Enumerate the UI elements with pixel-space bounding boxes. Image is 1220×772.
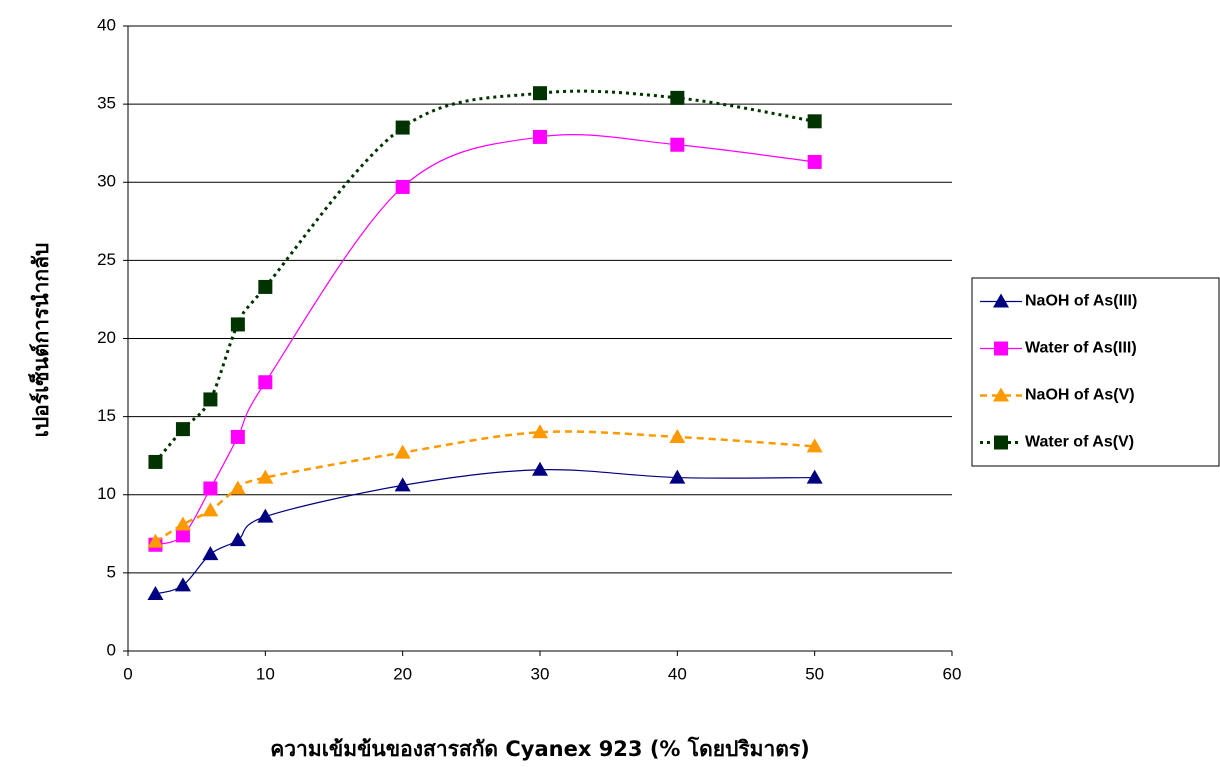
marker (176, 528, 190, 542)
marker (808, 114, 822, 128)
series-line (155, 432, 814, 542)
legend-label: NaOH of As(III) (1025, 293, 1137, 310)
marker (669, 429, 685, 443)
x-tick-label: 50 (805, 664, 824, 683)
series-line (155, 135, 814, 545)
marker (230, 532, 246, 546)
x-tick-label: 60 (943, 664, 962, 683)
marker (808, 155, 822, 169)
marker (203, 482, 217, 496)
marker (148, 455, 162, 469)
marker (202, 546, 218, 560)
marker (807, 470, 823, 484)
marker (231, 430, 245, 444)
y-tick-label: 5 (107, 562, 116, 581)
marker (395, 445, 411, 459)
x-tick-label: 0 (123, 664, 132, 683)
marker (533, 86, 547, 100)
marker (203, 392, 217, 406)
legend-marker (994, 436, 1008, 450)
x-axis-title: ความเข้มข้นของสารสกัด Cyanex 923 (% โดยป… (270, 736, 810, 761)
x-tick-label: 20 (393, 664, 412, 683)
y-tick-label: 35 (97, 94, 116, 113)
legend-label: Water of As(III) (1025, 340, 1137, 357)
x-tick-label: 40 (668, 664, 687, 683)
marker (396, 121, 410, 135)
marker (231, 317, 245, 331)
marker (669, 470, 685, 484)
marker (230, 481, 246, 495)
marker (396, 180, 410, 194)
chart: ความเข้มข้นของสารสกัด Cyanex 923 (% โดยป… (0, 0, 1220, 772)
legend-label: NaOH of As(V) (1025, 387, 1135, 404)
legend-marker (994, 342, 1008, 356)
y-tick-label: 25 (97, 250, 116, 269)
marker (202, 502, 218, 516)
y-tick-label: 0 (107, 640, 116, 659)
y-tick-label: 10 (97, 484, 116, 503)
y-tick-label: 30 (97, 172, 116, 191)
marker (257, 509, 273, 523)
y-axis-title: เปอร์เซ็นต์การนำกลับ (27, 243, 53, 438)
marker (670, 91, 684, 105)
marker (258, 280, 272, 294)
y-tick-label: 40 (97, 15, 116, 34)
y-tick-label: 15 (97, 406, 116, 425)
marker (175, 516, 191, 530)
marker (533, 130, 547, 144)
marker (258, 375, 272, 389)
legend-label: Water of As(V) (1025, 434, 1134, 451)
x-tick-label: 10 (256, 664, 275, 683)
y-tick-label: 20 (97, 328, 116, 347)
x-tick-label: 30 (531, 664, 550, 683)
marker (532, 462, 548, 476)
series-line (155, 470, 814, 594)
series-line (155, 91, 814, 462)
marker (670, 138, 684, 152)
marker (176, 422, 190, 436)
